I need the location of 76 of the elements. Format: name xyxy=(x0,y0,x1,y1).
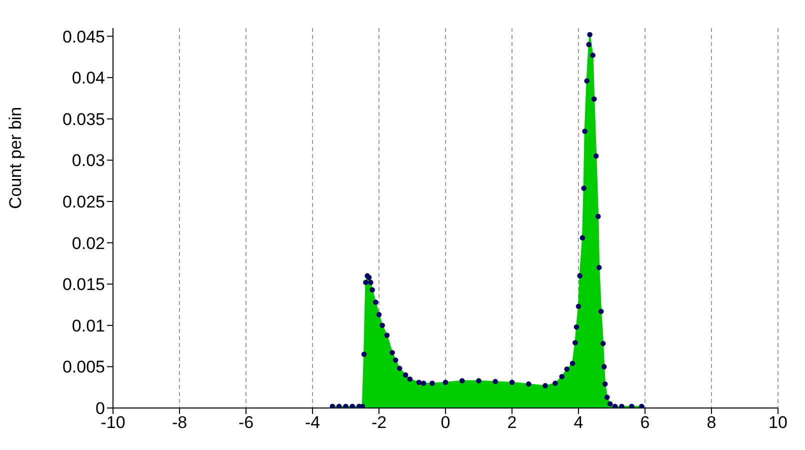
point xyxy=(392,357,398,363)
point xyxy=(542,383,548,388)
point xyxy=(572,340,578,346)
point xyxy=(574,324,580,330)
point xyxy=(587,32,592,38)
point xyxy=(330,404,336,408)
point xyxy=(370,287,375,293)
point xyxy=(577,273,582,278)
point xyxy=(639,404,644,408)
point xyxy=(373,300,378,305)
point xyxy=(564,366,570,372)
point xyxy=(581,186,586,191)
point xyxy=(607,401,613,407)
point xyxy=(509,380,515,386)
y-tick-label: 0.025 xyxy=(62,192,105,212)
point xyxy=(459,378,465,384)
point xyxy=(343,404,348,408)
x-tick-label: -2 xyxy=(371,413,387,432)
point xyxy=(612,404,618,408)
point xyxy=(492,378,498,384)
x-tick-label: 0 xyxy=(440,413,450,432)
point xyxy=(363,280,368,286)
point xyxy=(582,128,588,134)
point xyxy=(593,153,599,159)
y-tick-label: 0.005 xyxy=(62,358,105,377)
point xyxy=(407,376,413,382)
point xyxy=(601,364,607,370)
x-tick-label: 10 xyxy=(768,413,788,432)
point xyxy=(602,381,608,387)
point xyxy=(390,350,395,356)
y-tick-label: 0.045 xyxy=(62,27,105,46)
x-tick-label: 2 xyxy=(507,413,517,432)
point xyxy=(430,380,435,386)
y-tick-label: 0.035 xyxy=(62,110,105,129)
point xyxy=(336,404,342,408)
point xyxy=(590,52,596,58)
y-tick-label: 0.015 xyxy=(62,275,105,294)
point xyxy=(361,352,367,357)
point xyxy=(396,366,402,371)
point xyxy=(368,280,374,286)
y-tick-label: 0.01 xyxy=(72,316,105,336)
point xyxy=(619,404,624,408)
x-tick-label: 8 xyxy=(706,413,716,432)
point xyxy=(629,404,634,408)
x-tick-label: -4 xyxy=(304,413,320,432)
point xyxy=(416,380,422,386)
point xyxy=(476,378,482,384)
point xyxy=(376,312,382,318)
point xyxy=(595,214,601,219)
point xyxy=(384,332,390,338)
point xyxy=(591,96,597,102)
x-tick-label: 4 xyxy=(574,413,584,432)
point xyxy=(559,374,565,380)
y-axis-title: Count per bin xyxy=(6,106,26,210)
x-tick-label: -8 xyxy=(172,413,188,432)
x-tick-label: -6 xyxy=(238,413,254,432)
point xyxy=(380,322,385,328)
point xyxy=(526,381,532,387)
point xyxy=(600,340,606,346)
y-tick-label: 0.04 xyxy=(72,68,105,88)
point xyxy=(570,360,576,366)
point xyxy=(552,380,558,386)
point xyxy=(576,304,582,310)
y-tick-label: 0.03 xyxy=(72,151,105,170)
x-tick-label: 6 xyxy=(640,413,650,432)
point xyxy=(442,380,448,386)
point xyxy=(596,264,602,270)
point xyxy=(580,235,586,240)
y-tick-label: 0.02 xyxy=(72,234,105,253)
point xyxy=(584,78,590,84)
point xyxy=(586,42,592,48)
point xyxy=(402,372,408,378)
point xyxy=(350,404,356,408)
point xyxy=(604,394,610,400)
point xyxy=(598,308,604,314)
point xyxy=(420,380,426,386)
